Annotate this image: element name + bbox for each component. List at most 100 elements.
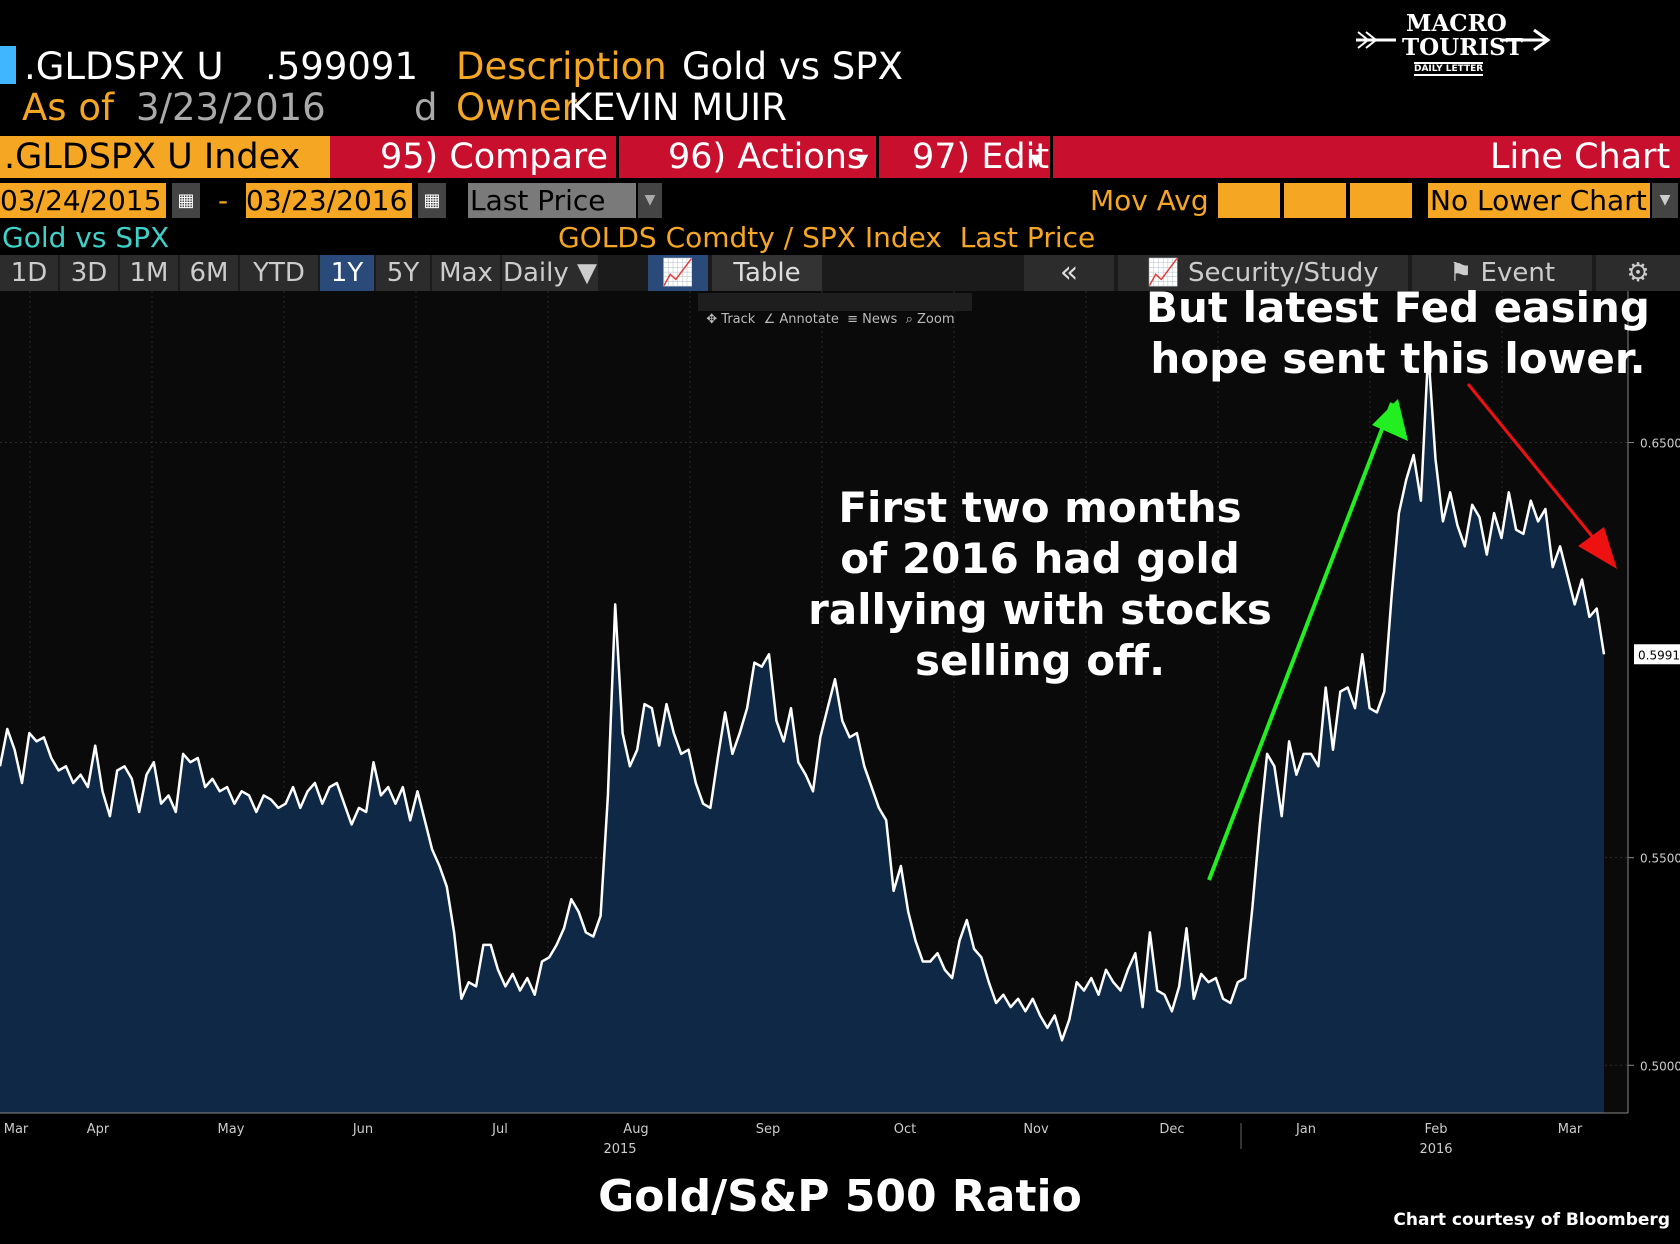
start-date-field[interactable]: 03/24/2015 (0, 183, 166, 218)
x-tick-label: Aug (623, 1122, 648, 1137)
security-study-button[interactable]: 📈 Security/Study (1118, 255, 1408, 291)
x-year-label: 2015 (603, 1142, 636, 1157)
last-value-box (1634, 644, 1680, 665)
track-label: Track (721, 312, 756, 327)
actions-dropdown-icon: ▼ (856, 150, 869, 169)
tab-1d[interactable]: 1D (0, 255, 58, 291)
toolbar (330, 136, 1680, 178)
mov-avg-input-3[interactable] (1350, 183, 1412, 218)
x-tick-label: Dec (1159, 1122, 1184, 1137)
x-tick-label: Jul (491, 1122, 508, 1137)
logo-sub: DAILY LETTER (1414, 62, 1484, 76)
start-calendar-icon[interactable]: ▦ (172, 183, 200, 218)
lower-chart-dropdown-icon[interactable]: ▼ (1652, 183, 1678, 218)
annotation-top: But latest Fed easing hope sent this low… (1146, 283, 1650, 383)
lower-chart-select[interactable]: No Lower Chart (1428, 183, 1650, 218)
news-label: News (862, 312, 898, 327)
x-tick-label: Jan (1295, 1122, 1316, 1137)
green-arrow-head (1372, 399, 1408, 441)
index-label-box[interactable]: .GLDSPX U Index (0, 136, 330, 178)
x-tick-label: Mar (4, 1122, 29, 1137)
chart-type-label[interactable]: Line Chart (1490, 137, 1671, 177)
footer-title: Gold/S&P 500 Ratio (598, 1171, 1082, 1222)
as-of-date: 3/23/2016 (136, 86, 326, 129)
y-tick-label: 0.5500 (1640, 852, 1680, 866)
end-calendar-icon[interactable]: ▦ (418, 183, 446, 218)
series-area (0, 351, 1604, 1113)
green-arrow-line (1207, 402, 1394, 881)
news-tool[interactable]: ≡ News (847, 312, 898, 327)
tab-1m[interactable]: 1M (120, 255, 178, 291)
d-label: d (414, 86, 438, 129)
as-of-label: As of (22, 86, 115, 129)
x-tick-label: Mar (1558, 1122, 1583, 1137)
tab-5y[interactable]: 5Y (376, 255, 430, 291)
logo-line1: MACRO (1406, 10, 1507, 37)
toolbar-separator (1050, 136, 1053, 178)
annotate-label: Annotate (779, 312, 839, 327)
zoom-tool[interactable]: ⌕ Zoom (905, 312, 955, 327)
toolbar-separator (876, 136, 879, 178)
x-tick-label: Oct (894, 1122, 916, 1137)
y-tick-label: 0.5000 (1640, 1059, 1680, 1073)
tab-3d[interactable]: 3D (60, 255, 118, 291)
settings-gear-icon[interactable]: ⚙ (1596, 255, 1680, 291)
annotate-tool[interactable]: ∠ Annotate (763, 312, 839, 327)
annotation-middle: First two months of 2016 had gold rallyi… (808, 483, 1272, 685)
x-tick-label: Sep (756, 1122, 781, 1137)
y-tick-label: 0.6500 (1640, 437, 1680, 451)
event-button[interactable]: ⚑ Event (1412, 255, 1592, 291)
field-select[interactable]: Last Price (468, 183, 636, 218)
x-year-label: 2016 (1419, 1142, 1452, 1157)
event-label: Event (1480, 258, 1556, 288)
ticker-marker (0, 46, 16, 84)
edit-button[interactable]: 97) Edit (912, 137, 1050, 177)
edit-dropdown-icon: ▼ (1030, 150, 1043, 169)
red-arrow-line (1466, 383, 1606, 552)
tab-daily[interactable]: Daily ▼ (502, 255, 598, 291)
mini-toolbar: ✥ Track ∠ Annotate ≡ News ⌕ Zoom (698, 293, 972, 327)
description-value: Gold vs SPX (682, 45, 903, 88)
x-tick-label: Jun (352, 1122, 373, 1137)
macro-tourist-logo: MACRO TOURIST DAILY LETTER (1356, 10, 1556, 80)
mov-avg-input-1[interactable] (1218, 183, 1280, 218)
x-tick-label: Feb (1424, 1122, 1447, 1137)
zoom-label: Zoom (917, 312, 955, 327)
track-tool[interactable]: ✥ Track (706, 312, 756, 327)
study-icon: 📈 (1147, 258, 1189, 288)
mov-avg-input-2[interactable] (1284, 183, 1346, 218)
actions-button[interactable]: 96) Actions (668, 137, 866, 177)
footer-credit: Chart courtesy of Bloomberg (1393, 1210, 1670, 1230)
collapse-icon[interactable]: « (1024, 255, 1114, 291)
flag-icon: ⚑ (1448, 258, 1481, 288)
tab-max[interactable]: Max (432, 255, 500, 291)
tab-1y[interactable]: 1Y (320, 255, 374, 291)
ticker-code: .GLDSPX U (24, 45, 224, 88)
logo-arrow-icon (1356, 10, 1551, 72)
red-arrow-head (1578, 527, 1617, 569)
x-tick-label: Nov (1023, 1122, 1049, 1137)
series-legend: Gold vs SPX (2, 221, 170, 254)
description-label: Description (456, 45, 667, 88)
tab-ytd[interactable]: YTD (240, 255, 318, 291)
tab-6m[interactable]: 6M (180, 255, 238, 291)
security-study-label: Security/Study (1188, 258, 1379, 288)
table-tab[interactable]: Table (712, 255, 822, 291)
x-tick-label: May (218, 1122, 245, 1137)
chart-area: 0.5000 0.5500 0.6500 0.5991 Mar Apr May Jun Jul A… (0, 291, 1680, 1157)
ticker-value: .599091 (265, 45, 419, 88)
x-tick-label: Apr (87, 1122, 110, 1137)
date-dash: - (218, 184, 229, 217)
last-value-label: 0.5991 (1638, 648, 1680, 662)
field-dropdown-icon[interactable]: ▼ (638, 183, 662, 218)
toolbar-separator (616, 136, 619, 178)
owner-value: KEVIN MUIR (568, 86, 787, 129)
chart-view-icon[interactable]: 📈 (648, 255, 708, 291)
chart-subtitle: GOLDS Comdty / SPX Index Last Price (558, 221, 1096, 254)
compare-button[interactable]: 95) Compare (380, 137, 609, 177)
logo-line2: TOURIST (1402, 34, 1523, 61)
end-date-field[interactable]: 03/23/2016 (246, 183, 412, 218)
owner-label: Owner (456, 86, 577, 129)
mov-avg-label: Mov Avg (1090, 184, 1209, 217)
series-line (0, 349, 1606, 1042)
